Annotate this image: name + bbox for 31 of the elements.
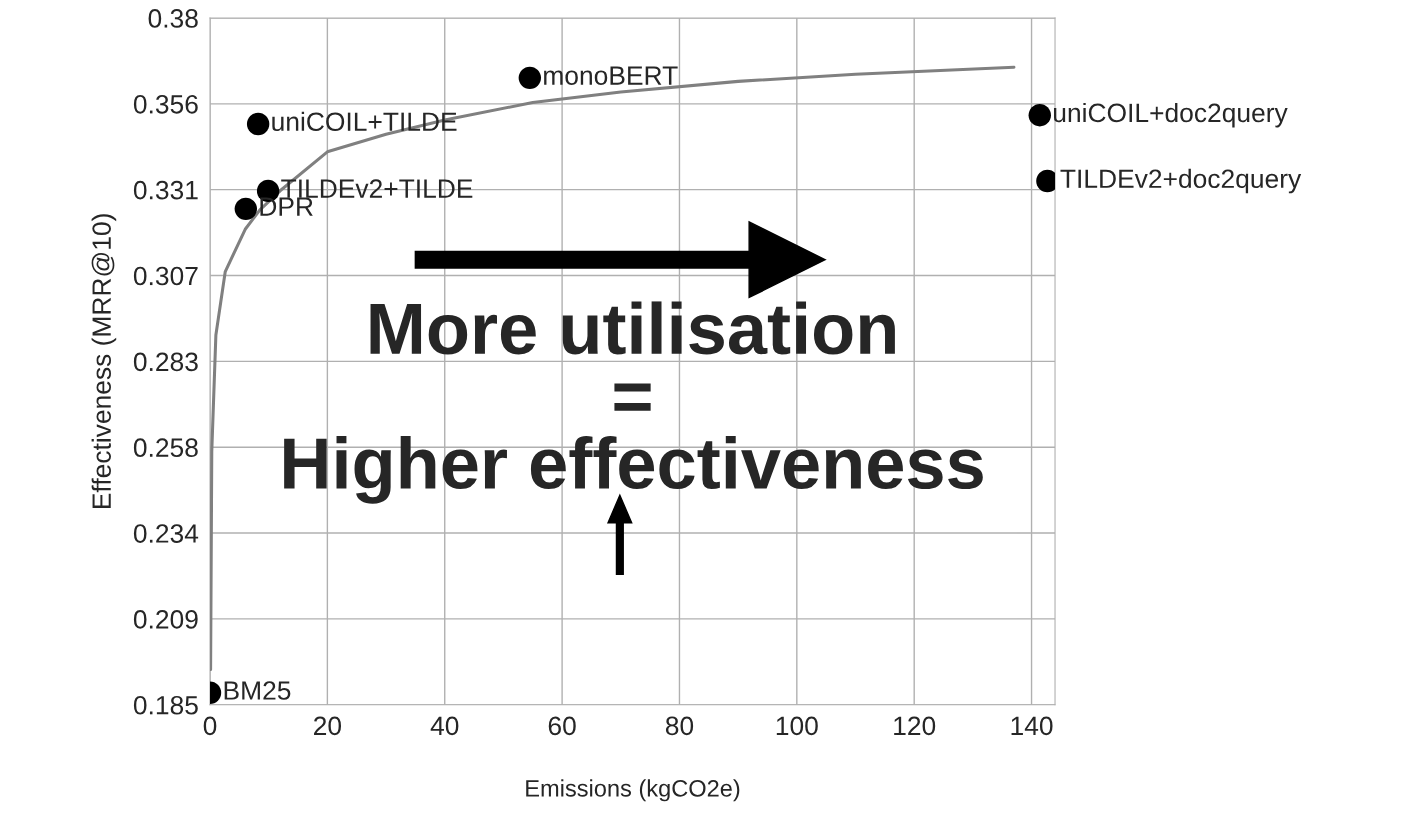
y-tick-label: 0.283	[133, 352, 198, 372]
y-tick-label: 0.38	[148, 9, 198, 28]
x-tick-label: 20	[314, 716, 342, 736]
x-tick-label: 140	[1011, 716, 1053, 736]
annotation: More utilisation = Higher effectiveness	[284, 301, 983, 504]
point	[234, 197, 258, 221]
x-tick-label: 0	[203, 716, 217, 736]
y-tick-label: 0.234	[133, 524, 199, 543]
x-tick-label: 80	[665, 716, 694, 736]
series-label: BM25	[224, 681, 291, 700]
point	[1036, 169, 1056, 193]
x-tick-label: 60	[548, 716, 576, 736]
x-tick-label: 40	[430, 716, 459, 736]
x-tick-label: 100	[776, 716, 818, 736]
y-tick-label: 0.209	[133, 610, 198, 629]
y-tick-label: 0.331	[133, 180, 198, 200]
y-tick-label: 0.258	[133, 438, 198, 458]
series-label: uniCOIL+doc2query	[1053, 102, 1288, 128]
y-tick-label: 0.307	[133, 266, 198, 286]
point	[518, 66, 542, 90]
x-tick-label: 120	[894, 716, 936, 736]
y-tick-label: 0.185	[133, 695, 198, 715]
x-axis-title: Emissions (kgCO2e)	[526, 779, 740, 802]
series-label: TILDEv2+TILDE	[281, 179, 473, 198]
point	[1028, 103, 1051, 127]
series-label: monoBERT	[544, 66, 678, 85]
y-tick-label: 0.356	[133, 94, 198, 114]
point	[246, 112, 270, 136]
series-label: TILDEv2+doc2query	[1060, 168, 1302, 194]
line-series	[210, 65, 1016, 672]
y-axis-title: Effectiveness (MRR@10)	[91, 214, 117, 508]
